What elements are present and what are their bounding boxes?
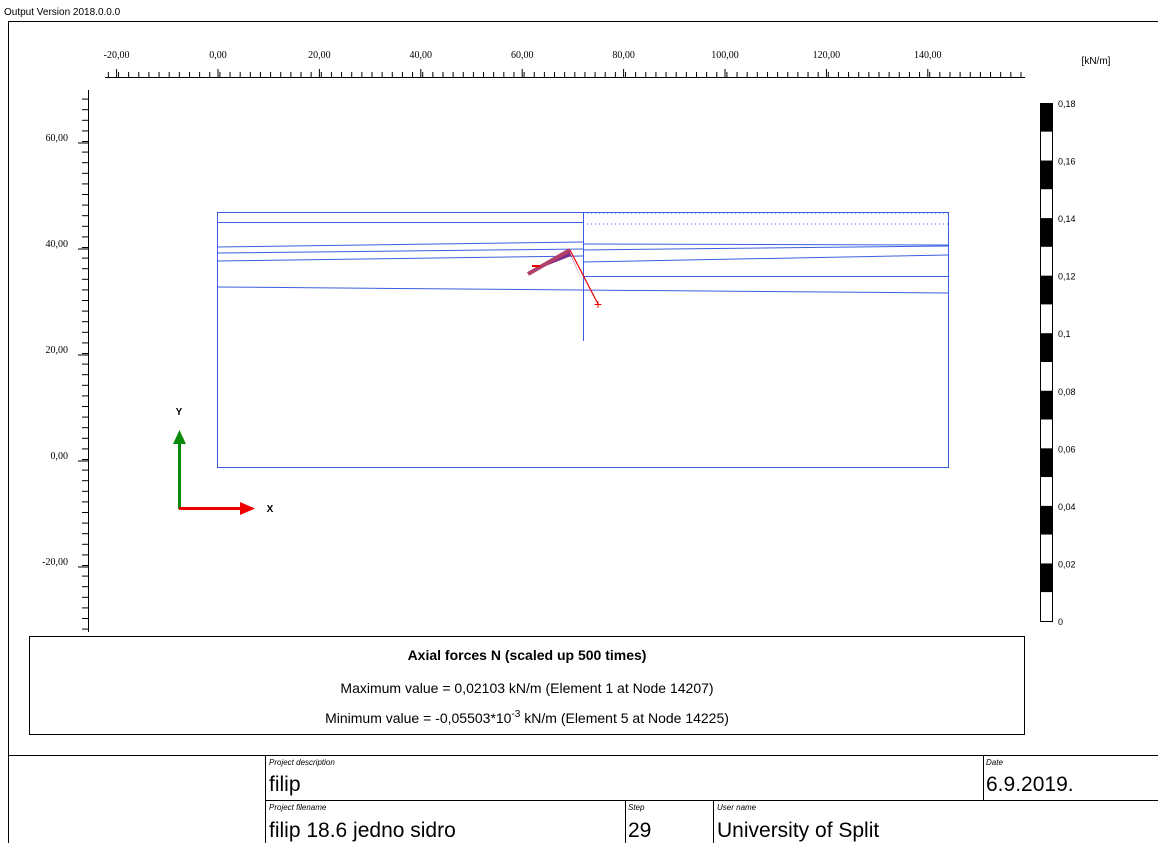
layer-line	[217, 256, 583, 261]
x-ruler-label: 20,00	[308, 50, 331, 61]
user-name: University of Split	[717, 819, 879, 842]
cell-label: Project description	[269, 758, 335, 767]
legend-label: 0,06	[1058, 444, 1076, 454]
date: 6.9.2019.	[986, 773, 1074, 796]
y-ruler-minor	[82, 90, 88, 632]
info-minimum: Minimum value = -0,05503*10-3 kN/m (Elem…	[325, 709, 729, 726]
x-arrowhead	[240, 502, 255, 515]
legend-band	[1041, 592, 1052, 621]
layer-line	[217, 287, 948, 293]
layer-line	[583, 244, 948, 245]
layer-line	[217, 242, 583, 247]
y-ruler-label: 20,00	[46, 345, 69, 356]
legend-band	[1041, 189, 1052, 218]
legend-label: 0,04	[1058, 502, 1076, 512]
cell-label: User name	[717, 803, 757, 812]
cell-label: Project filename	[269, 803, 327, 812]
legend-label: 0,12	[1058, 272, 1076, 282]
x-ruler-label: 0,00	[209, 50, 227, 61]
legend-band	[1041, 333, 1052, 362]
y-ruler-label: -20,00	[42, 557, 68, 568]
info-minimum-end: kN/m (Element 5 at Node 14225)	[520, 710, 729, 726]
info-title: Axial forces N (scaled up 500 times)	[408, 647, 647, 663]
legend-band	[1041, 506, 1052, 535]
x-ruler-label: -20,00	[104, 50, 130, 61]
legend-band	[1041, 391, 1052, 420]
legend-band	[1041, 247, 1052, 276]
legend-band	[1041, 535, 1052, 564]
x-axis-label: X	[267, 504, 274, 515]
x-ruler-label: 100,00	[711, 50, 739, 61]
y-ruler-label: 0,00	[51, 451, 69, 462]
model	[217, 212, 949, 468]
x-ruler-minor	[105, 72, 1025, 78]
legend-band	[1041, 362, 1052, 391]
legend-band	[1041, 103, 1052, 132]
cell-label: Step	[628, 803, 645, 812]
y-arrowhead	[173, 430, 186, 444]
version: Output Version 2018.0.0.0	[4, 7, 121, 18]
legend-band	[1041, 218, 1052, 247]
layer-line	[583, 246, 948, 250]
x-ruler-label: 140,00	[914, 50, 942, 61]
force-diagram	[528, 250, 570, 274]
step: 29	[628, 819, 651, 842]
legend-band	[1041, 276, 1052, 305]
project-filename: filip 18.6 jedno sidro	[269, 819, 456, 842]
plus-mark: +	[594, 296, 602, 312]
legend-label: 0,08	[1058, 387, 1076, 397]
x-ruler-label: 60,00	[511, 50, 534, 61]
legend-band	[1041, 420, 1052, 449]
y-ruler-label: 40,00	[46, 239, 69, 250]
title-block	[8, 755, 1158, 843]
x-ruler-label: 40,00	[410, 50, 433, 61]
project-description: filip	[269, 773, 301, 796]
legend-band	[1041, 132, 1052, 161]
legend-label: 0,14	[1058, 214, 1076, 224]
legend-label: 0,18	[1058, 99, 1076, 109]
y-ruler-label: 60,00	[46, 133, 69, 144]
info-maximum: Maximum value = 0,02103 kN/m (Element 1 …	[340, 680, 713, 696]
legend-unit: [kN/m]	[1082, 56, 1111, 67]
legend-band	[1041, 161, 1052, 190]
y-axis-label: Y	[176, 407, 183, 418]
legend-label: 0,1	[1058, 329, 1071, 339]
x-ruler-label: 120,00	[813, 50, 841, 61]
layer-line	[583, 255, 948, 262]
legend-band	[1041, 304, 1052, 333]
legend-label: 0,02	[1058, 559, 1076, 569]
cell-label: Date	[986, 758, 1003, 767]
legend-label: 0	[1058, 617, 1063, 627]
layer-line	[217, 249, 583, 253]
anchor-forces: +	[528, 250, 602, 312]
x-ruler-label: 80,00	[612, 50, 635, 61]
legend-label: 0,16	[1058, 157, 1076, 167]
legend-band	[1041, 563, 1052, 592]
legend-band	[1041, 448, 1052, 477]
legend-band	[1041, 477, 1052, 506]
info-minimum-start: Minimum value = -0,05503*10	[325, 710, 512, 726]
